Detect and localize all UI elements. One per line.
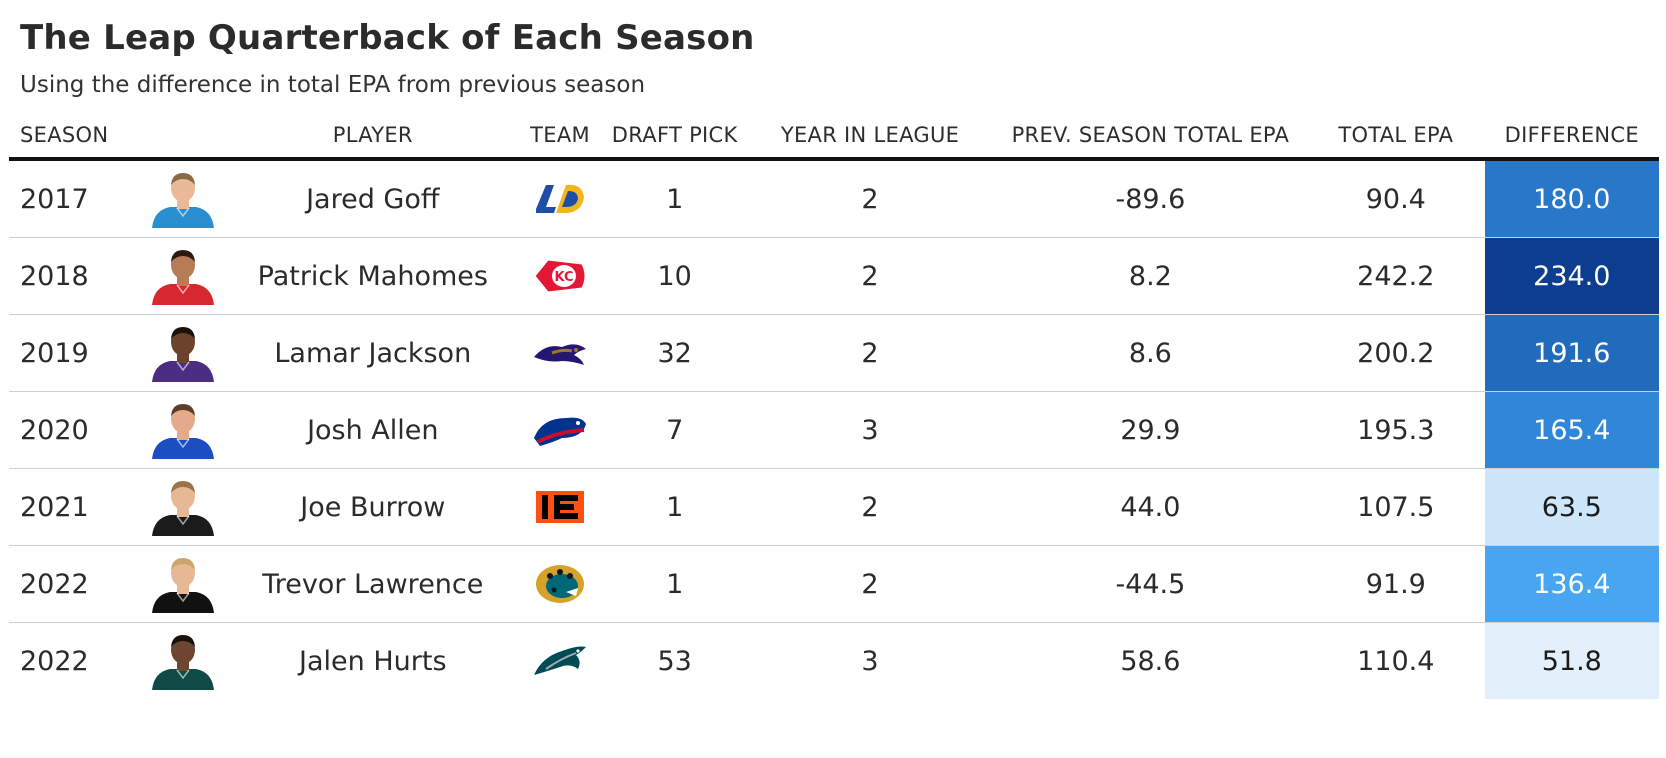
chart-subtitle: Using the difference in total EPA from p… (20, 72, 646, 98)
difference-cell: 63.5 (1484, 468, 1659, 546)
player-headshot (152, 558, 215, 613)
season-cell: 2018 (9, 237, 139, 315)
year-in-league-cell: 2 (746, 545, 994, 623)
year-in-league-cell: 3 (746, 391, 994, 469)
table-row: 2017 Jared Goff 1 2 -89.6 90.4 180.0 (9, 159, 1659, 238)
headshot-cell (138, 314, 229, 392)
prev-epa-cell: 29.9 (993, 391, 1307, 469)
total-epa-cell: 195.3 (1307, 391, 1485, 469)
ravens-logo-icon (534, 344, 587, 365)
player-headshot (152, 173, 215, 228)
total-epa-cell: 200.2 (1307, 314, 1485, 392)
bills-logo-icon (534, 417, 587, 446)
draft-pick-cell: 1 (603, 545, 747, 623)
leap-qb-table: SEASON PLAYER TEAM DRAFT PICK YEAR IN LE… (9, 112, 1659, 699)
header-draft-pick: DRAFT PICK (603, 112, 747, 161)
headshot-cell (138, 545, 229, 623)
draft-pick-cell: 53 (657, 645, 692, 677)
header-season: SEASON (9, 112, 139, 161)
difference-cell: 191.6 (1484, 314, 1659, 392)
prev-epa-cell: 58.6 (1120, 645, 1181, 677)
player-headshot (152, 635, 215, 690)
team-cell (517, 391, 604, 469)
table-row: 2018 Patrick Mahomes KC 10 2 8.2 242.2 234.0 (9, 237, 1659, 315)
header-team: TEAM (517, 112, 604, 161)
table-row: 2020 Josh Allen 7 3 29.9 195.3 165.4 (9, 391, 1659, 469)
header-player: PLAYER (228, 112, 518, 161)
season-cell: 2021 (9, 468, 139, 546)
chiefs-logo-icon: KC (534, 259, 586, 293)
player-headshot (152, 481, 215, 536)
player-name-cell: Jared Goff (228, 159, 518, 238)
header-total-epa: TOTAL EPA (1307, 112, 1485, 161)
difference-cell: 136.4 (1484, 545, 1659, 623)
season-cell: 2022 (9, 545, 139, 623)
difference-cell: 165.4 (1484, 391, 1659, 469)
team-cell (517, 545, 604, 623)
player-name-cell: Trevor Lawrence (228, 545, 518, 623)
total-epa-cell: 90.4 (1307, 159, 1485, 238)
year-in-league-cell: 2 (746, 468, 994, 546)
team-cell (517, 314, 604, 392)
headshot-cell (138, 623, 228, 700)
table-row: 2022 Trevor Lawrence 1 2 -44.5 91.9 136.4 (9, 545, 1659, 623)
total-epa-cell: 91.9 (1307, 545, 1485, 623)
total-epa-cell: 242.2 (1307, 237, 1485, 315)
team-cell: KC (517, 237, 604, 315)
headshot-cell (138, 391, 229, 469)
jaguars-logo-icon (536, 565, 585, 603)
player-name-cell: Patrick Mahomes (228, 237, 518, 315)
season-cell: 2019 (9, 314, 139, 392)
draft-pick-cell: 32 (603, 314, 747, 392)
draft-pick-cell: 10 (603, 237, 747, 315)
year-in-league-cell: 2 (746, 159, 994, 238)
difference-cell: 180.0 (1484, 159, 1659, 238)
prev-epa-cell: 8.6 (993, 314, 1307, 392)
draft-pick-cell: 1 (603, 468, 747, 546)
total-epa-cell: 110.4 (1357, 645, 1435, 677)
header-row: SEASON PLAYER TEAM DRAFT PICK YEAR IN LE… (9, 112, 1659, 161)
team-cell (517, 623, 603, 700)
bengals-logo-icon (536, 491, 585, 523)
prev-epa-cell: -89.6 (993, 159, 1307, 238)
draft-pick-cell: 1 (603, 159, 747, 238)
prev-epa-cell: 8.2 (993, 237, 1307, 315)
player-name-cell: Josh Allen (228, 391, 518, 469)
prev-epa-cell: -44.5 (993, 545, 1307, 623)
season-cell: 2017 (9, 159, 139, 238)
player-headshot (152, 250, 215, 305)
season-cell: 2022 (20, 645, 89, 677)
draft-pick-cell: 7 (603, 391, 747, 469)
headshot-cell (138, 468, 229, 546)
svg-text:KC: KC (555, 270, 574, 285)
team-cell (517, 468, 604, 546)
player-name-cell: Joe Burrow (228, 468, 518, 546)
header-year-in-league: YEAR IN LEAGUE (746, 112, 994, 161)
header-headshot-spacer (138, 112, 229, 161)
difference-cell: 234.0 (1484, 237, 1659, 315)
chart-title: The Leap Quarterback of Each Season (20, 18, 755, 58)
player-name-cell: Jalen Hurts (299, 645, 447, 677)
header-difference: DIFFERENCE (1484, 112, 1659, 161)
table-row: 2021 Joe Burrow 1 2 44.0 107.5 63.5 (9, 468, 1659, 546)
table-row: 2022 Jalen Hurts 53 3 58.6 110.4 51.8 (9, 622, 1659, 700)
headshot-cell (138, 159, 229, 238)
season-cell: 2020 (9, 391, 139, 469)
header-prev-epa: PREV. SEASON TOTAL EPA (993, 112, 1307, 161)
table-row: 2019 Lamar Jackson 32 2 8.6 200.2 191.6 (9, 314, 1659, 392)
player-headshot (152, 327, 215, 382)
year-in-league-cell: 2 (746, 314, 994, 392)
eagles-logo-icon (534, 646, 587, 675)
prev-epa-cell: 44.0 (993, 468, 1307, 546)
rams-logo-icon (536, 184, 585, 213)
total-epa-cell: 107.5 (1307, 468, 1485, 546)
team-cell (517, 159, 604, 238)
headshot-cell (138, 237, 229, 315)
difference-cell: 51.8 (1484, 622, 1659, 699)
player-headshot (152, 404, 215, 459)
player-name-cell: Lamar Jackson (228, 314, 518, 392)
year-in-league-cell: 3 (861, 645, 879, 677)
year-in-league-cell: 2 (746, 237, 994, 315)
